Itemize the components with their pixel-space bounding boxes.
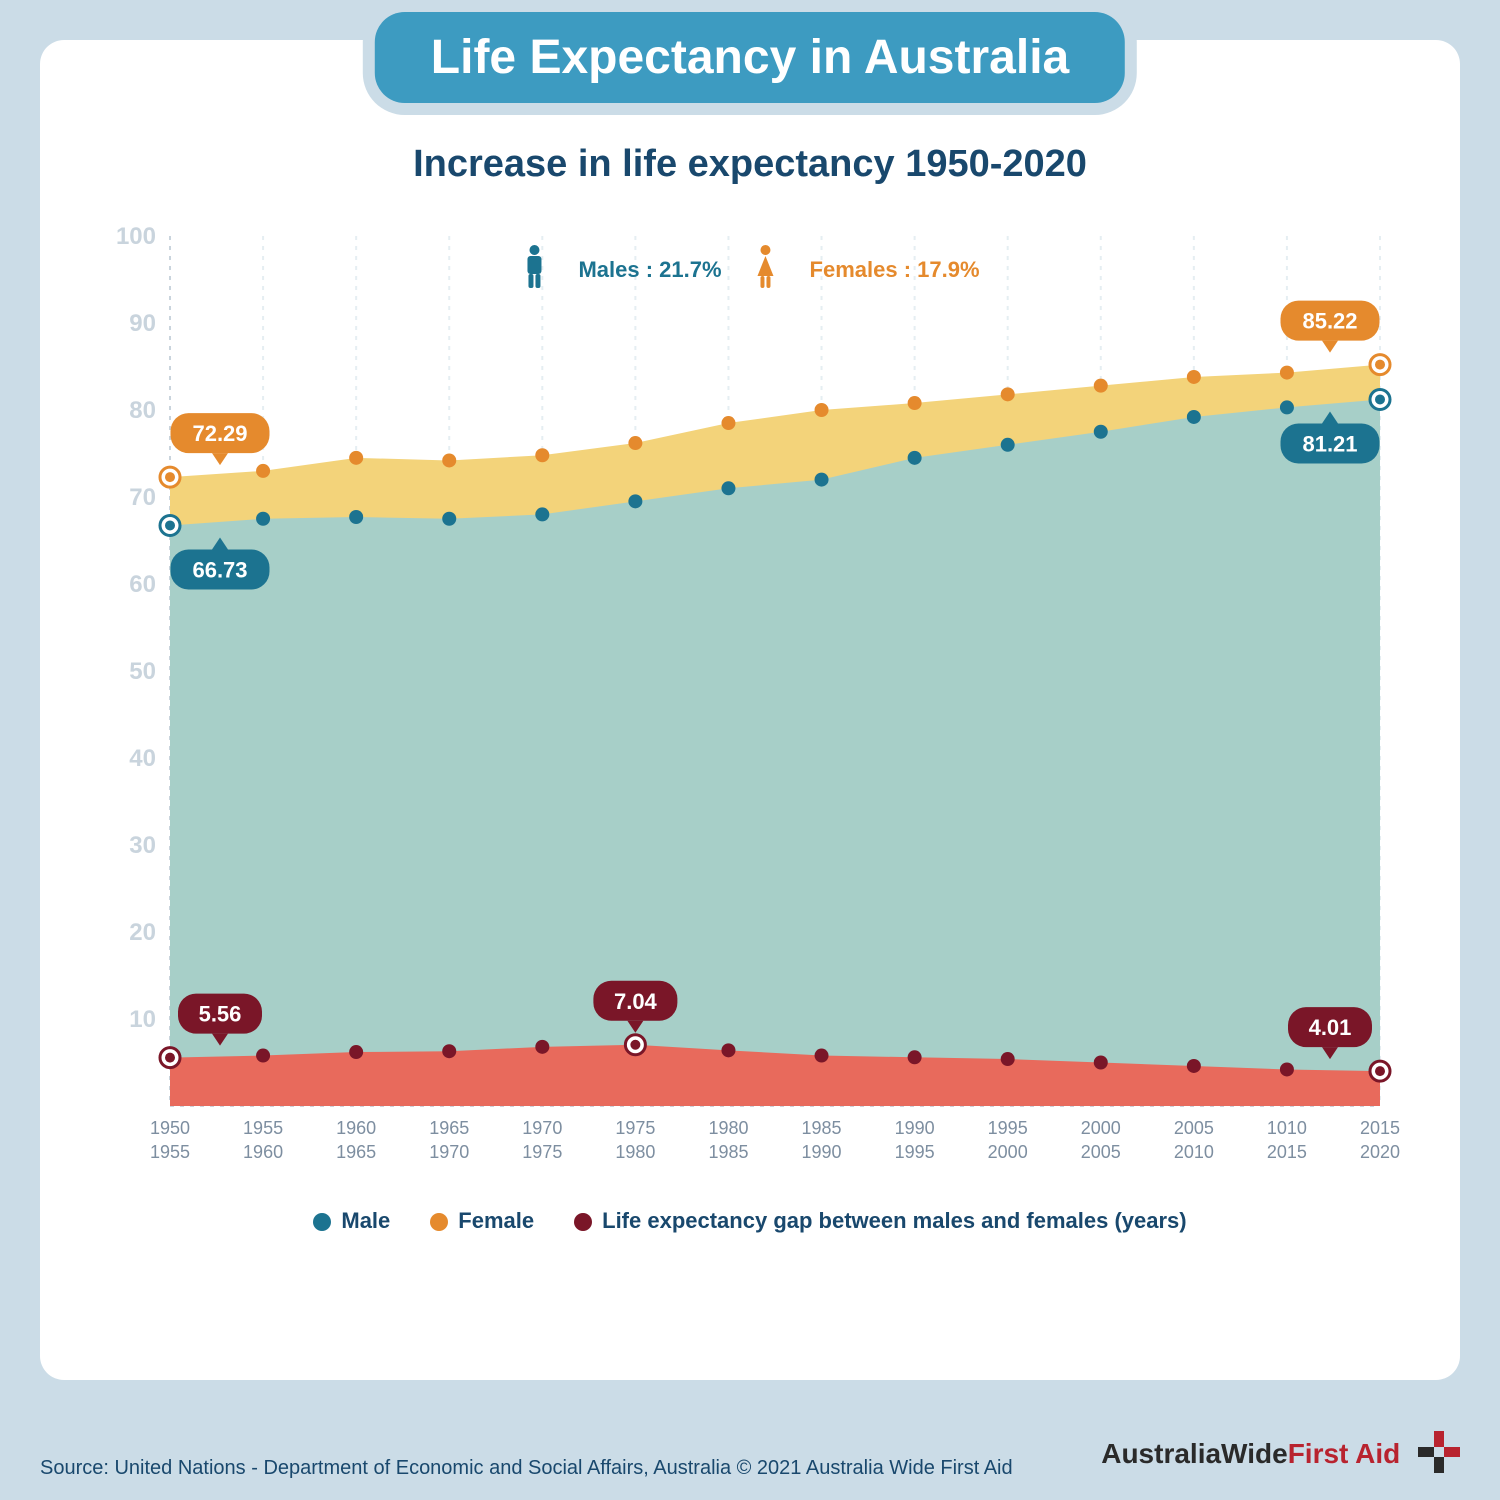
bottom-legend: Male Female Life expectancy gap between … bbox=[80, 1208, 1420, 1234]
chart-svg: 10 20 30 40 50 60 70 80 90 100 72.29 66.73 85.22 81.… bbox=[80, 216, 1420, 1196]
footer: Source: United Nations - Department of E… bbox=[40, 1431, 1460, 1480]
brand-mark-icon bbox=[1418, 1431, 1460, 1480]
svg-text:1965: 1965 bbox=[336, 1142, 376, 1162]
svg-text:1995: 1995 bbox=[988, 1118, 1028, 1138]
svg-text:2020: 2020 bbox=[1360, 1142, 1400, 1162]
svg-text:2010: 2010 bbox=[1174, 1142, 1214, 1162]
top-legend-male: Males : 21.7% bbox=[578, 257, 721, 283]
svg-text:1985: 1985 bbox=[802, 1118, 842, 1138]
top-legend: Males : 21.7% Females : 17.9% bbox=[520, 244, 979, 295]
legend-dot-male bbox=[313, 1213, 331, 1231]
svg-text:40: 40 bbox=[129, 745, 156, 772]
page-title: Life Expectancy in Australia bbox=[375, 12, 1125, 103]
svg-text:1975: 1975 bbox=[522, 1142, 562, 1162]
svg-text:2005: 2005 bbox=[1081, 1142, 1121, 1162]
svg-text:1970: 1970 bbox=[522, 1118, 562, 1138]
legend-dot-gap bbox=[574, 1213, 592, 1231]
svg-text:72.29: 72.29 bbox=[192, 421, 247, 446]
svg-text:66.73: 66.73 bbox=[192, 557, 247, 582]
legend-female: Female bbox=[430, 1208, 534, 1234]
svg-text:2000: 2000 bbox=[1081, 1118, 1121, 1138]
svg-text:5.56: 5.56 bbox=[199, 1002, 242, 1027]
female-icon bbox=[752, 244, 780, 295]
svg-text:1965: 1965 bbox=[429, 1118, 469, 1138]
svg-text:1950: 1950 bbox=[150, 1118, 190, 1138]
svg-text:1955: 1955 bbox=[150, 1142, 190, 1162]
svg-text:10: 10 bbox=[129, 1006, 156, 1033]
svg-text:81.21: 81.21 bbox=[1302, 431, 1357, 456]
svg-text:2000: 2000 bbox=[988, 1142, 1028, 1162]
svg-text:1010: 1010 bbox=[1267, 1118, 1307, 1138]
svg-text:85.22: 85.22 bbox=[1302, 309, 1357, 334]
svg-text:30: 30 bbox=[129, 832, 156, 859]
male-icon bbox=[520, 244, 548, 295]
svg-text:1985: 1985 bbox=[708, 1142, 748, 1162]
svg-text:1960: 1960 bbox=[336, 1118, 376, 1138]
svg-text:100: 100 bbox=[116, 223, 156, 250]
svg-text:2015: 2015 bbox=[1267, 1142, 1307, 1162]
svg-text:1970: 1970 bbox=[429, 1142, 469, 1162]
svg-text:2015: 2015 bbox=[1360, 1118, 1400, 1138]
svg-text:70: 70 bbox=[129, 484, 156, 511]
chart-area: Males : 21.7% Females : 17.9% 10 20 30 40 50… bbox=[80, 216, 1420, 1196]
svg-text:2005: 2005 bbox=[1174, 1118, 1214, 1138]
svg-text:1990: 1990 bbox=[895, 1118, 935, 1138]
svg-text:1990: 1990 bbox=[802, 1142, 842, 1162]
page-subtitle: Increase in life expectancy 1950-2020 bbox=[80, 143, 1420, 186]
svg-text:1975: 1975 bbox=[615, 1118, 655, 1138]
svg-text:1980: 1980 bbox=[708, 1118, 748, 1138]
svg-text:1960: 1960 bbox=[243, 1142, 283, 1162]
svg-text:50: 50 bbox=[129, 658, 156, 685]
legend-dot-female bbox=[430, 1213, 448, 1231]
svg-text:90: 90 bbox=[129, 310, 156, 337]
source-text: Source: United Nations - Department of E… bbox=[40, 1457, 1013, 1480]
brand: AustraliaWideFirst Aid bbox=[1101, 1431, 1460, 1480]
svg-text:80: 80 bbox=[129, 397, 156, 424]
legend-male: Male bbox=[313, 1208, 390, 1234]
svg-text:1995: 1995 bbox=[895, 1142, 935, 1162]
svg-text:20: 20 bbox=[129, 919, 156, 946]
legend-gap: Life expectancy gap between males and fe… bbox=[574, 1208, 1186, 1234]
top-legend-female: Females : 17.9% bbox=[810, 257, 980, 283]
svg-text:7.04: 7.04 bbox=[614, 989, 658, 1014]
chart-card: Life Expectancy in Australia Increase in… bbox=[40, 40, 1460, 1380]
svg-text:60: 60 bbox=[129, 571, 156, 598]
svg-text:1955: 1955 bbox=[243, 1118, 283, 1138]
svg-text:4.01: 4.01 bbox=[1309, 1015, 1352, 1040]
svg-text:1980: 1980 bbox=[615, 1142, 655, 1162]
